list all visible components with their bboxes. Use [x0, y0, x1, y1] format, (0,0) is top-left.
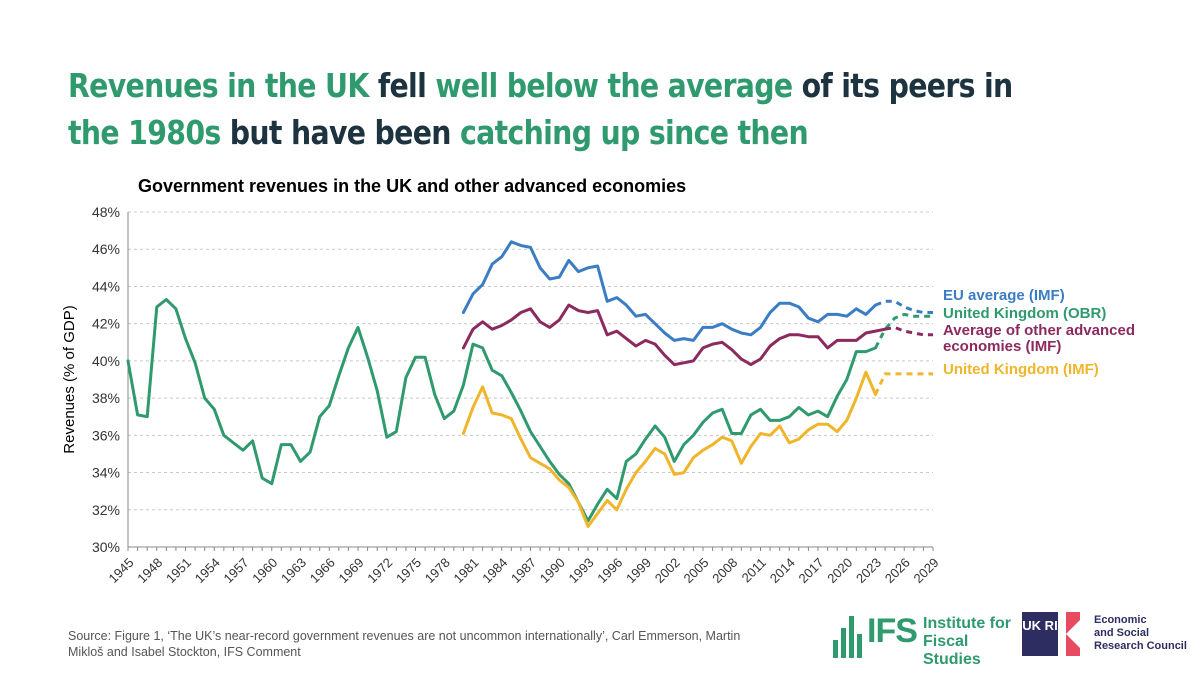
- esrc-name-line: Research Council: [1094, 640, 1187, 652]
- x-tick-label: 1975: [393, 555, 424, 586]
- ukri-esrc-logo[interactable]: UK RI Economic and Social Research Counc…: [1022, 612, 1192, 662]
- x-tick-label: 1954: [192, 555, 223, 586]
- series-label: United Kingdom (IMF): [943, 361, 1099, 378]
- x-tick-label: 2008: [709, 555, 740, 586]
- x-tick-label: 1963: [278, 555, 309, 586]
- x-tick-label: 2029: [910, 555, 941, 586]
- x-tick-label: 1990: [537, 555, 568, 586]
- x-tick-label: 1957: [220, 555, 251, 586]
- chart-title: Government revenues in the UK and other …: [138, 176, 687, 196]
- headline-part: the 1980s: [68, 113, 221, 152]
- ifs-bars-icon: [833, 616, 862, 658]
- series-line: [461, 240, 877, 342]
- x-tick-label: 1993: [565, 555, 596, 586]
- y-tick-label: 36%: [92, 427, 120, 443]
- y-tick-label: 46%: [92, 241, 120, 257]
- series-forecast-line: [874, 312, 933, 349]
- headline-part: catching up since then: [460, 113, 809, 152]
- ifs-wordmark: IFS: [867, 612, 918, 650]
- headline-part: of its peers in: [792, 66, 1014, 105]
- series-line: [461, 370, 877, 528]
- headline-part: fell: [368, 66, 436, 105]
- y-tick-label: 42%: [92, 316, 120, 332]
- series-line: [461, 303, 887, 367]
- x-tick-label: 2005: [680, 555, 711, 586]
- x-tick-label: 2023: [853, 555, 884, 586]
- esrc-name-line: Economic: [1094, 614, 1147, 626]
- series-label-line: Average of other advanced: [943, 322, 1135, 339]
- headline-part: Revenues in the UK: [68, 66, 369, 105]
- y-tick-label: 38%: [92, 390, 120, 406]
- series-forecast-line: [884, 325, 933, 337]
- series-label-line: economies (IMF): [943, 338, 1061, 355]
- x-tick-label: 1948: [134, 555, 165, 586]
- series-label-line: EU average (IMF): [943, 287, 1065, 304]
- series-line: [126, 298, 877, 523]
- series-forecast-line: [874, 372, 933, 396]
- ukri-mark: UK RI: [1022, 612, 1058, 656]
- x-tick-label: 1966: [307, 555, 338, 586]
- x-tick-label: 1984: [479, 555, 510, 586]
- x-tick-label: 2026: [882, 555, 913, 586]
- y-tick-label: 34%: [92, 465, 120, 481]
- x-tick-label: 1951: [163, 555, 194, 586]
- x-tick-label: 2020: [824, 555, 855, 586]
- y-tick-label: 48%: [92, 204, 120, 220]
- ifs-name-line: Fiscal Studies: [923, 633, 981, 668]
- x-tick-label: 2017: [795, 555, 826, 586]
- x-tick-label: 1978: [422, 555, 453, 586]
- ifs-logo[interactable]: IFS Institute for Fiscal Studies: [833, 602, 1013, 668]
- x-tick-label: 2011: [739, 555, 769, 585]
- headline-part: well below the average: [435, 66, 793, 105]
- x-tick-label: 1981: [450, 555, 481, 586]
- y-tick-label: 44%: [92, 278, 120, 294]
- series-label: EU average (IMF): [943, 287, 1065, 304]
- y-tick-label: 32%: [92, 502, 120, 518]
- series-forecast-line: [874, 299, 933, 314]
- ukri-arrow-notch-icon: [1066, 612, 1088, 656]
- y-tick-label: 40%: [92, 353, 120, 369]
- x-tick-label: 2002: [652, 555, 683, 586]
- series-label-line: United Kingdom (IMF): [943, 361, 1099, 378]
- source-note: Source: Figure 1, ‘The UK’s near-record …: [68, 629, 741, 659]
- x-tick-label: 1972: [364, 555, 395, 586]
- headline: Revenues in the UK fell well below the a…: [68, 62, 1014, 156]
- esrc-name: Economic and Social Research Council: [1094, 614, 1187, 653]
- x-tick-label: 1996: [594, 555, 625, 586]
- ifs-name-line: Institute for: [923, 615, 1011, 632]
- x-tick-label: 2014: [767, 555, 798, 586]
- x-tick-label: 1945: [105, 555, 136, 586]
- series-label: Average of other advanced economies (IMF): [943, 322, 1135, 355]
- ifs-full-name: Institute for Fiscal Studies: [923, 615, 1013, 669]
- esrc-name-line: and Social: [1094, 627, 1150, 639]
- headline-part: but have been: [220, 113, 461, 152]
- y-axis-label: Revenues (% of GDP): [61, 305, 78, 453]
- revenue-line-chart: 30%32%34%36%38%40%42%44%46%48%1945194819…: [61, 204, 1135, 586]
- x-tick-label: 1999: [623, 555, 654, 586]
- y-tick-label: 30%: [92, 539, 120, 555]
- x-tick-label: 1969: [335, 555, 366, 586]
- series-label: United Kingdom (OBR): [943, 305, 1106, 322]
- x-tick-label: 1987: [508, 555, 539, 586]
- x-tick-label: 1960: [249, 555, 280, 586]
- series-label-line: United Kingdom (OBR): [943, 305, 1106, 322]
